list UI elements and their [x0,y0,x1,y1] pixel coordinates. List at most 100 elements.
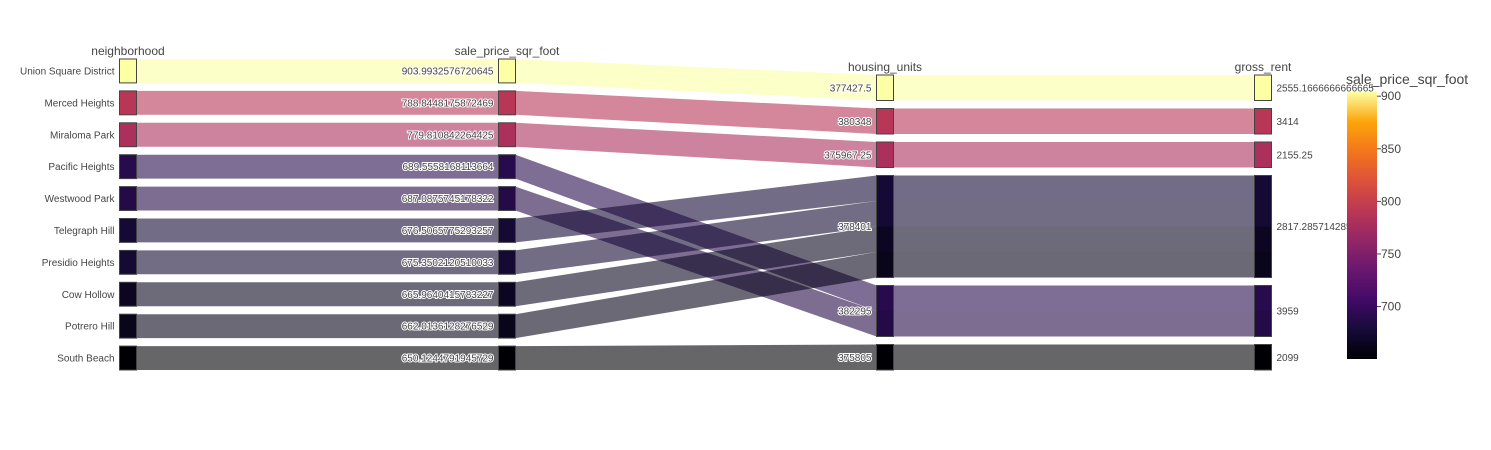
ribbon[interactable] [893,108,1255,135]
category-node[interactable] [876,108,894,135]
category-node-segment [119,154,137,179]
category-node[interactable] [1254,108,1272,135]
ribbon[interactable] [136,90,499,115]
category-node[interactable] [119,186,137,212]
category-node-border [119,90,137,116]
category-node[interactable] [119,58,137,84]
ribbon[interactable] [893,142,1255,168]
category-node[interactable] [498,186,516,212]
category-node-segment [119,282,137,307]
category-node-segment [1254,311,1272,337]
ribbon[interactable] [893,226,1255,253]
category-node-segment [1254,252,1272,278]
dimension-titles-layer: neighborhood sale_price_sqr_foot housing_u… [91,44,1292,74]
ribbon[interactable] [136,250,499,275]
category-node[interactable] [498,90,516,116]
category-node[interactable] [119,218,137,243]
category-label: 377427.5 [830,83,872,94]
category-node-segment [119,59,137,83]
colorbar-tick-label: 800 [1381,194,1401,208]
ribbon[interactable] [515,90,877,134]
category-node[interactable] [876,74,894,101]
ribbon[interactable] [136,346,499,370]
dimension-title: neighborhood [91,44,164,58]
dimension-title: housing_units [848,60,922,74]
ribbon[interactable] [136,282,499,307]
category-labels-layer: Union Square District Merced Heights Miral… [20,65,1374,365]
ribbon[interactable] [515,344,877,371]
category-node[interactable] [1254,285,1272,337]
category-node[interactable] [498,249,516,275]
category-node[interactable] [498,281,516,307]
category-node[interactable] [498,313,516,339]
category-node[interactable] [876,141,894,168]
category-node[interactable] [498,218,516,243]
category-node-segment [876,344,894,370]
ribbon[interactable] [515,59,877,101]
ribbon[interactable] [893,75,1255,101]
ribbons-layer [136,59,1255,371]
ribbon[interactable] [515,122,877,168]
category-node-border [876,344,894,371]
ribbon[interactable] [136,59,499,83]
ribbon[interactable] [893,311,1255,337]
category-node-segment [1254,175,1272,201]
category-label: 375967.25 [824,150,872,161]
ribbon[interactable] [893,252,1255,278]
category-node-border [498,218,516,243]
ribbon[interactable] [136,154,499,179]
category-node-segment [119,346,137,370]
category-node[interactable] [1254,74,1272,101]
category-node-segment [1254,226,1272,252]
category-node-segment [1254,75,1272,101]
category-node[interactable] [119,313,137,339]
ribbon[interactable] [136,186,499,211]
ribbon[interactable] [515,175,877,243]
category-node-segment [119,90,137,115]
category-node[interactable] [119,122,137,148]
category-node-border [119,58,137,84]
category-node[interactable] [498,122,516,148]
ribbon[interactable] [893,175,1255,202]
category-label: 375805 [838,353,872,364]
ribbon[interactable] [136,122,499,147]
category-node[interactable] [119,345,137,371]
category-node[interactable] [119,90,137,116]
category-node-border [498,281,516,307]
category-node-segment [119,250,137,275]
category-node-segment [498,218,516,243]
category-node-segment [119,122,137,147]
category-label: Miraloma Park [50,130,115,141]
category-label: Telegraph Hill [54,226,115,237]
category-node[interactable] [876,175,894,278]
category-label: 903.9932576720645 [402,66,494,77]
category-node-segment [498,346,516,370]
ribbon[interactable] [893,201,1255,227]
category-node-border [1254,141,1272,168]
category-node[interactable] [1254,141,1272,168]
category-node[interactable] [498,154,516,180]
category-node[interactable] [1254,344,1272,371]
category-node[interactable] [876,285,894,337]
ribbon[interactable] [893,344,1255,371]
category-node[interactable] [498,58,516,84]
category-node-segment [876,252,894,278]
category-node[interactable] [876,344,894,371]
category-node-border [498,313,516,339]
category-node[interactable] [498,345,516,371]
ribbon[interactable] [136,314,499,339]
ribbon[interactable] [515,226,877,307]
category-node[interactable] [119,249,137,275]
category-node[interactable] [1254,175,1272,278]
category-nodes-layer [119,58,1272,371]
ribbon[interactable] [515,201,877,275]
category-node[interactable] [119,154,137,180]
ribbon[interactable] [136,218,499,243]
category-label: 779.810842264425 [407,130,494,141]
category-node-border [119,313,137,339]
category-node[interactable] [119,281,137,307]
category-node-segment [876,75,894,101]
dimension-title: gross_rent [1235,60,1292,74]
ribbon[interactable] [515,252,877,339]
ribbon[interactable] [893,285,1255,312]
